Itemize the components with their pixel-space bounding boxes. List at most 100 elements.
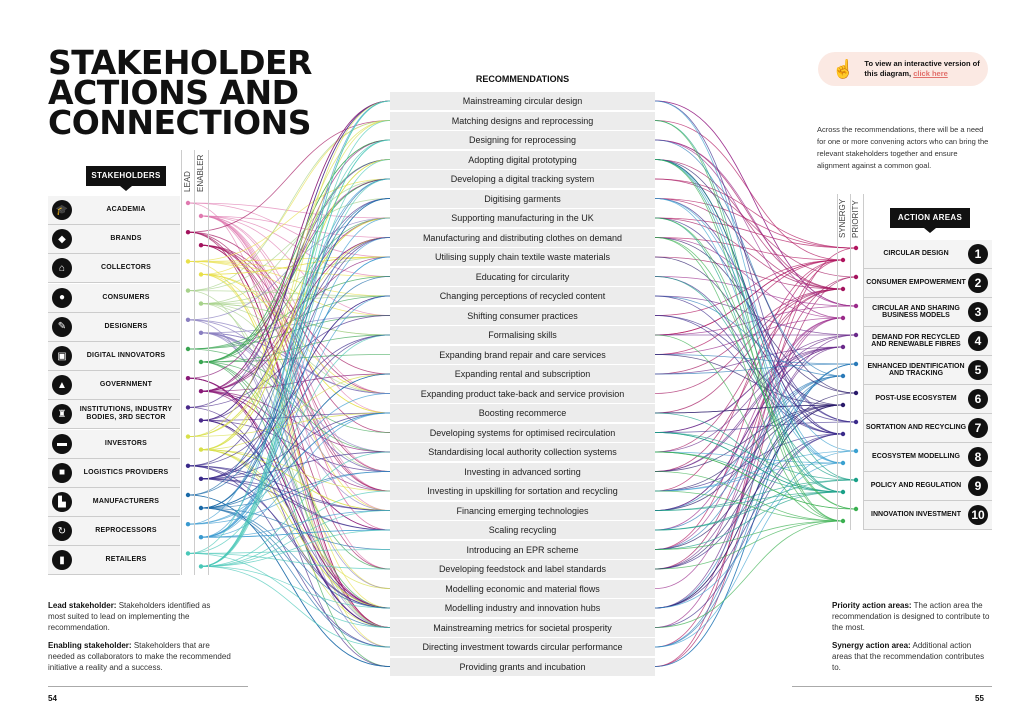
- stakeholder-row[interactable]: ▬ INVESTORS: [48, 429, 180, 459]
- interactive-version-banner[interactable]: ☝ To view an interactive version of this…: [818, 52, 988, 86]
- stakeholder-row[interactable]: ● CONSUMERS: [48, 283, 180, 313]
- action-area-number: 4: [968, 331, 988, 351]
- action-area-row[interactable]: POLICY AND REGULATION 9: [864, 472, 992, 501]
- recommendation-item[interactable]: Investing in advanced sorting: [390, 462, 655, 481]
- stakeholder-link: [187, 553, 391, 628]
- action-area-number: 7: [968, 418, 988, 438]
- recommendation-item[interactable]: Providing grants and incubation: [390, 657, 655, 676]
- stakeholder-row[interactable]: ▣ DIGITAL INNOVATORS: [48, 342, 180, 371]
- recommendation-item[interactable]: Digitising garments: [390, 189, 655, 208]
- stakeholder-link: [187, 202, 391, 258]
- recommendation-item[interactable]: Developing systems for optimised recircu…: [390, 423, 655, 442]
- recommendation-item[interactable]: Supporting manufacturing in the UK: [390, 209, 655, 227]
- action-area-row[interactable]: SORTATION AND RECYCLING 7: [864, 414, 992, 443]
- title-line: STAKEHOLDER: [48, 43, 312, 82]
- action-area-row[interactable]: POST-USE ECOSYSTEM 6: [864, 385, 992, 414]
- legend-term: Lead stakeholder:: [48, 601, 117, 610]
- recommendation-item[interactable]: Developing a digital tracking system: [390, 170, 655, 188]
- stakeholder-link: [200, 217, 391, 363]
- stakeholder-row[interactable]: ♜ INSTITUTIONS, INDUSTRY BODIES, 3RD SECT…: [48, 400, 180, 430]
- stakeholder-link: [187, 377, 391, 609]
- divider: [48, 686, 248, 687]
- stakeholder-link: [200, 507, 391, 609]
- stakeholder-row[interactable]: ▙ MANUFACTURERS: [48, 488, 180, 517]
- action-area-link: [654, 412, 844, 493]
- recommendation-item[interactable]: Investing in upskilling for sortation an…: [390, 482, 655, 500]
- stakeholder-row[interactable]: ▮ RETAILERS: [48, 546, 180, 576]
- stakeholder-link: [200, 100, 391, 450]
- recommendation-item[interactable]: Utilising supply chain textile waste mat…: [390, 248, 655, 266]
- action-area-row[interactable]: CIRCULAR DESIGN 1: [864, 240, 992, 269]
- recommendation-item[interactable]: Developing feedstock and label standards: [390, 560, 655, 578]
- recommendation-item[interactable]: Mainstreaming metrics for societal prosp…: [390, 618, 655, 637]
- stakeholder-row[interactable]: ⌂ COLLECTORS: [48, 254, 180, 284]
- action-area-link: [654, 491, 844, 511]
- recommendation-item[interactable]: Boosting recommerce: [390, 404, 655, 422]
- stakeholder-link: [187, 256, 391, 262]
- tag-icon: ◆: [52, 229, 72, 250]
- recommendation-item[interactable]: Shifting consumer practices: [390, 306, 655, 325]
- legend-definition: The action area the recommendation is de…: [832, 601, 990, 632]
- recommendation-item[interactable]: Educating for circularity: [390, 267, 655, 286]
- recommendation-item[interactable]: Manufacturing and distributing clothes o…: [390, 228, 655, 247]
- recommendation-item[interactable]: Mainstreaming circular design: [390, 92, 655, 110]
- stakeholder-link: [200, 215, 391, 238]
- action-area-row[interactable]: CIRCULAR AND SHARING BUSINESS MODELS 3: [864, 298, 992, 327]
- recommendation-item[interactable]: Directing investment towards circular pe…: [390, 638, 655, 656]
- recommendation-item[interactable]: Formalising skills: [390, 326, 655, 344]
- stakeholder-link: [200, 361, 391, 609]
- stakeholder-row[interactable]: 🎓 ACADEMIA: [48, 196, 180, 225]
- legend-term: Enabling stakeholder:: [48, 641, 132, 650]
- recommendation-item[interactable]: Expanding brand repair and care services: [390, 345, 655, 364]
- action-area-row[interactable]: ECOSYSTEM MODELLING 8: [864, 443, 992, 472]
- recommendation-item[interactable]: Expanding rental and subscription: [390, 365, 655, 383]
- stakeholder-row[interactable]: ↻ REPROCESSORS: [48, 517, 180, 547]
- recommendation-item[interactable]: Matching designs and reprocessing: [390, 111, 655, 130]
- stakeholder-row[interactable]: ■ LOGISTICS PROVIDERS: [48, 458, 180, 488]
- stakeholder-link: [200, 390, 391, 609]
- title-line: ACTIONS AND: [48, 73, 299, 112]
- recommendation-item[interactable]: Standardising local authority collection…: [390, 443, 655, 461]
- recommendation-item[interactable]: Adopting digital prototyping: [390, 150, 655, 169]
- stakeholder-label: INVESTORS: [104, 439, 148, 447]
- action-area-link: [654, 491, 844, 531]
- action-area-link: [654, 471, 844, 522]
- action-area-link: [654, 462, 844, 648]
- recommendation-item[interactable]: Designing for reprocessing: [390, 131, 655, 149]
- action-area-number: 3: [968, 302, 988, 322]
- stakeholder-link: [200, 120, 391, 275]
- recommendation-item[interactable]: Changing perceptions of recycled content: [390, 287, 655, 305]
- recommendation-item[interactable]: Introducing an EPR scheme: [390, 540, 655, 559]
- stakeholder-row[interactable]: ▲ GOVERNMENT: [48, 371, 180, 401]
- action-area-number: 10: [968, 505, 988, 525]
- stakeholder-link: [200, 510, 391, 538]
- recommendation-item[interactable]: Modelling industry and innovation hubs: [390, 599, 655, 617]
- stakeholder-row[interactable]: ◆ BRANDS: [48, 225, 180, 255]
- click-here-link[interactable]: click here: [913, 69, 948, 78]
- priority-legend: Priority action areas: The action area t…: [832, 600, 992, 633]
- recommendation-item[interactable]: Scaling recycling: [390, 521, 655, 539]
- recommendation-item[interactable]: Expanding product take-back and service …: [390, 384, 655, 403]
- recommendations-header: RECOMMENDATIONS: [475, 74, 570, 84]
- action-area-link: [654, 178, 857, 249]
- action-area-link: [654, 159, 844, 522]
- action-area-number: 8: [968, 447, 988, 467]
- lead-stakeholder-legend: Lead stakeholder: Stakeholders identifie…: [48, 600, 228, 633]
- action-area-row[interactable]: DEMAND FOR RECYCLED AND RENEWABLE FIBRES…: [864, 327, 992, 356]
- recommendation-item[interactable]: Modelling economic and material flows: [390, 579, 655, 598]
- action-area-link: [654, 120, 844, 522]
- stakeholder-link: [200, 332, 391, 472]
- pen-icon: ✎: [52, 316, 72, 337]
- stakeholder-link: [187, 217, 391, 437]
- action-area-row[interactable]: CONSUMER EMPOWERMENT 2: [864, 269, 992, 298]
- action-area-link: [654, 237, 857, 510]
- stakeholder-link: [200, 295, 391, 538]
- synergy-column-label: SYNERGY: [838, 198, 847, 238]
- divider: [792, 686, 992, 687]
- stakeholder-row[interactable]: ✎ DESIGNERS: [48, 312, 180, 342]
- action-area-row[interactable]: INNOVATION INVESTMENT 10: [864, 501, 992, 530]
- recommendation-item[interactable]: Financing emerging technologies: [390, 501, 655, 520]
- stakeholder-link: [200, 159, 391, 567]
- action-area-link: [654, 288, 844, 453]
- action-area-row[interactable]: ENHANCED IDENTIFICATION AND TRACKING 5: [864, 356, 992, 385]
